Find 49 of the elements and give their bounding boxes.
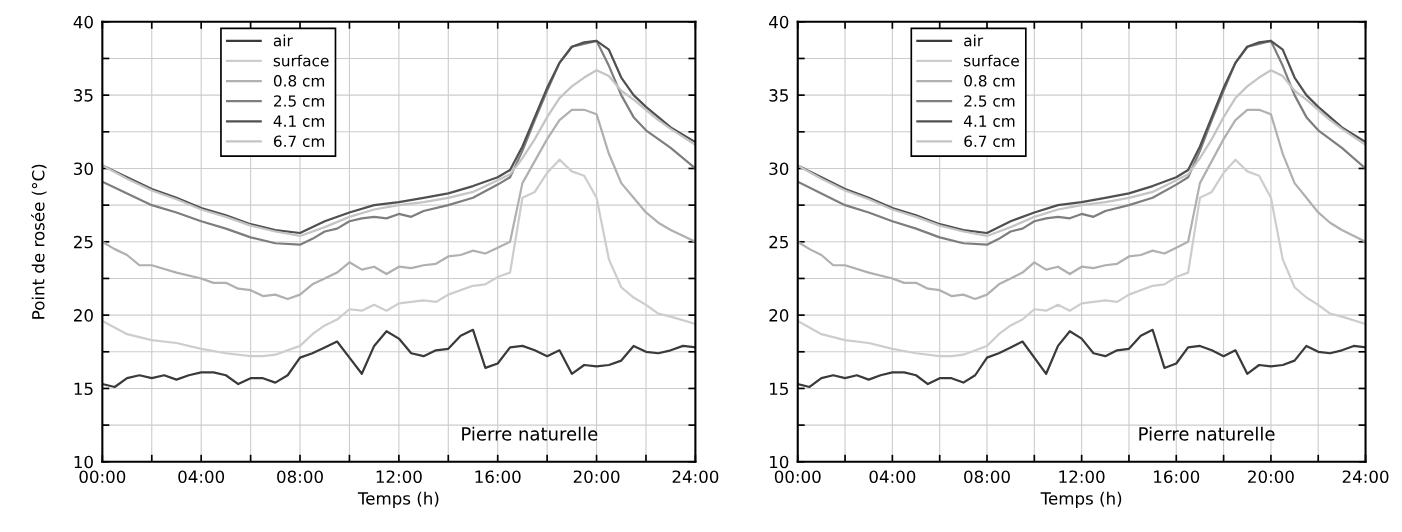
- legend-label: 6.7 cm: [964, 135, 1015, 148]
- y-tick-label: 40: [769, 15, 789, 29]
- legend-label: 0.8 cm: [273, 75, 325, 87]
- legend-label: surface: [273, 54, 329, 67]
- y-tick-label: 35: [74, 89, 93, 102]
- x-tick-label: 16:00: [475, 470, 521, 484]
- y-tick-label: 40: [73, 15, 93, 29]
- y-tick-label: 10: [74, 455, 93, 469]
- x-tick-label: 00:00: [79, 470, 126, 484]
- annotation: Pierre naturelle: [462, 426, 598, 441]
- line-series: [797, 108, 1366, 301]
- legend-label: 2.5 cm: [274, 95, 325, 107]
- x-tick-label: 04:00: [869, 470, 916, 484]
- legend-label: surface: [964, 54, 1019, 67]
- x-tick-label: 00:00: [774, 470, 821, 484]
- y-tick-label: 10: [770, 455, 789, 469]
- line-series: [102, 108, 696, 301]
- x-tick-label: 08:00: [277, 470, 323, 484]
- legend-label: 6.7 cm: [273, 135, 325, 148]
- legend-label: 4.1 cm: [273, 115, 325, 127]
- x-tick-label: 12:00: [1059, 470, 1105, 484]
- legend-label: 2.5 cm: [964, 95, 1015, 107]
- x-tick-label: 08:00: [964, 470, 1010, 484]
- y-tick-label: 35: [769, 89, 788, 102]
- legend-label: air: [964, 34, 984, 47]
- annotation: Pierre naturelle: [1139, 426, 1275, 441]
- legend-label: 0.8 cm: [964, 75, 1015, 87]
- y-tick-label: 25: [769, 235, 788, 249]
- y-tick-label: 15: [770, 382, 788, 396]
- y-tick-label: 25: [74, 235, 93, 249]
- legend-label: air: [273, 34, 293, 47]
- y-tick-label: 30: [74, 162, 93, 176]
- y-tick-label: 30: [769, 162, 789, 176]
- x-tick-label: 24:00: [1342, 470, 1389, 484]
- line-series: [102, 328, 696, 389]
- x-tick-label: 16:00: [1154, 470, 1200, 484]
- x-tick-label: 04:00: [178, 470, 225, 484]
- x-tick-label: 20:00: [1248, 470, 1294, 484]
- x-tick-label: 24:00: [672, 470, 719, 484]
- y-tick-label: 20: [769, 309, 789, 322]
- legend-label: 4.1 cm: [963, 115, 1015, 127]
- x-tick-label: 12:00: [376, 470, 422, 484]
- x-axis-title: Temps (h): [357, 491, 439, 508]
- x-tick-label: 20:00: [573, 470, 620, 484]
- line-series: [797, 328, 1366, 389]
- x-axis-title: Temps (h): [1040, 491, 1122, 508]
- y-axis-title: Point de rosée (°C): [31, 164, 47, 319]
- y-tick-label: 20: [74, 309, 93, 322]
- y-tick-label: 15: [74, 382, 93, 396]
